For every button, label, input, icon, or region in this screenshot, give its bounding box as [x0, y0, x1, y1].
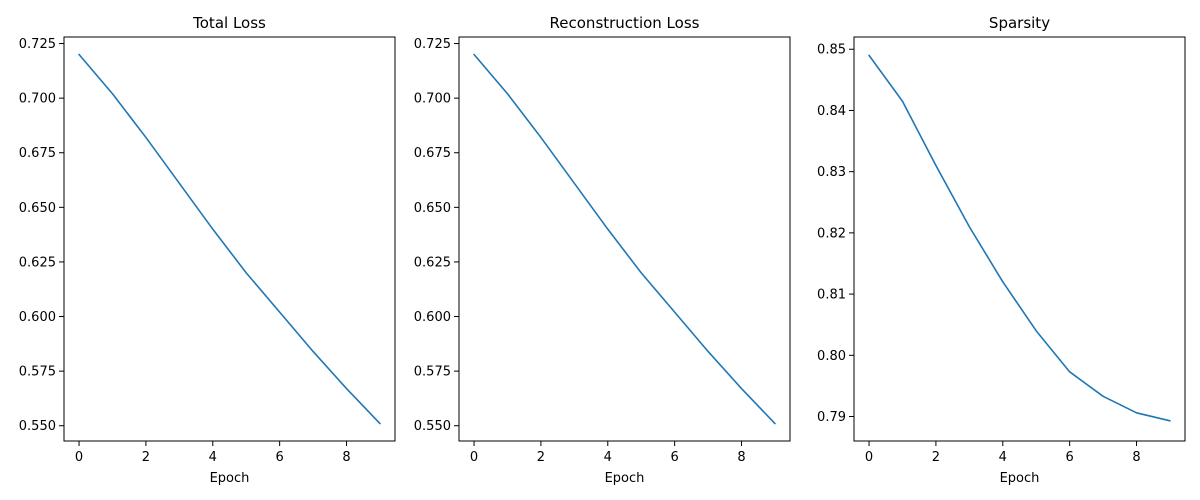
data-point [774, 423, 776, 425]
y-tick-label: 0.625 [414, 255, 451, 270]
y-tick-label: 0.600 [19, 310, 56, 325]
data-point [868, 55, 870, 57]
data-point [1035, 330, 1037, 332]
data-point [112, 93, 114, 95]
x-tick-label: 2 [537, 450, 545, 465]
data-point [1136, 412, 1138, 414]
x-tick-label: 2 [932, 450, 940, 465]
y-tick-label: 0.575 [414, 365, 451, 380]
x-tick-label: 0 [470, 450, 478, 465]
y-tick-label: 0.85 [817, 43, 846, 58]
data-point [1002, 281, 1004, 283]
x-tick-label: 0 [75, 450, 83, 465]
panel-total-loss: Total Loss Epoch 0 2 4 6 8 0.550 0.575 0.600 0.6… [19, 14, 396, 486]
data-point [741, 388, 743, 390]
data-point [707, 351, 709, 353]
series-line [78, 53, 381, 425]
data-point [145, 137, 147, 139]
y-tick-label: 0.80 [817, 349, 846, 364]
data-point [574, 183, 576, 185]
y-tick-label: 0.83 [817, 165, 846, 180]
x-tick-label: 8 [1132, 450, 1140, 465]
y-tick-label: 0.84 [817, 104, 846, 119]
y-tick-label: 0.81 [817, 288, 846, 303]
x-tick-label: 4 [604, 450, 612, 465]
x-tick-label: 4 [209, 450, 217, 465]
data-point [540, 137, 542, 139]
y-tick-label: 0.550 [414, 419, 451, 434]
axes-frame [63, 36, 396, 442]
panel-title: Reconstruction Loss [550, 14, 700, 32]
axes-frame [458, 36, 791, 442]
y-tick-label: 0.725 [19, 37, 56, 52]
y-tick-label: 0.650 [414, 201, 451, 216]
y-tick-label: 0.700 [19, 92, 56, 107]
data-point [179, 183, 181, 185]
x-axis-label: Epoch [1000, 471, 1040, 486]
y-tick-label: 0.675 [19, 146, 56, 161]
x-axis-label: Epoch [605, 471, 645, 486]
x-tick-label: 6 [671, 450, 679, 465]
data-point [312, 351, 314, 353]
y-tick-label: 0.82 [817, 226, 846, 241]
data-point [507, 93, 509, 95]
y-tick-label: 0.550 [19, 419, 56, 434]
data-point [346, 388, 348, 390]
panel-title: Sparsity [989, 14, 1050, 32]
series-line [868, 54, 1171, 422]
data-point [245, 272, 247, 274]
panel-sparsity: Sparsity Epoch 0 2 4 6 8 0.79 0.80 0.81 0.82 0.83… [817, 14, 1186, 486]
x-tick-label: 6 [1066, 450, 1074, 465]
data-point [1169, 420, 1171, 422]
series-line [473, 53, 776, 425]
panel-reconstruction-loss: Reconstruction Loss Epoch 0 2 4 6 8 0.550 0.57… [414, 14, 791, 486]
data-point [473, 54, 475, 56]
data-point [935, 165, 937, 167]
x-tick-label: 8 [737, 450, 745, 465]
data-point [78, 54, 80, 56]
data-point [1102, 396, 1104, 398]
x-tick-label: 0 [865, 450, 873, 465]
axes-frame [853, 36, 1186, 442]
y-tick-label: 0.79 [817, 410, 846, 425]
y-tick-label: 0.675 [414, 146, 451, 161]
x-tick-label: 6 [276, 450, 284, 465]
data-point [902, 100, 904, 102]
data-point [674, 311, 676, 313]
x-tick-label: 2 [142, 450, 150, 465]
data-point [279, 311, 281, 313]
y-tick-label: 0.700 [414, 92, 451, 107]
data-point [212, 228, 214, 230]
y-tick-label: 0.600 [414, 310, 451, 325]
y-tick-label: 0.575 [19, 365, 56, 380]
x-tick-label: 4 [999, 450, 1007, 465]
data-point [1069, 371, 1071, 373]
y-tick-label: 0.650 [19, 201, 56, 216]
y-tick-label: 0.625 [19, 255, 56, 270]
panel-title: Total Loss [192, 14, 266, 32]
data-point [607, 228, 609, 230]
x-tick-label: 8 [342, 450, 350, 465]
x-axis-label: Epoch [210, 471, 250, 486]
data-point [969, 226, 971, 228]
y-tick-label: 0.725 [414, 37, 451, 52]
data-point [640, 272, 642, 274]
data-point [379, 423, 381, 425]
